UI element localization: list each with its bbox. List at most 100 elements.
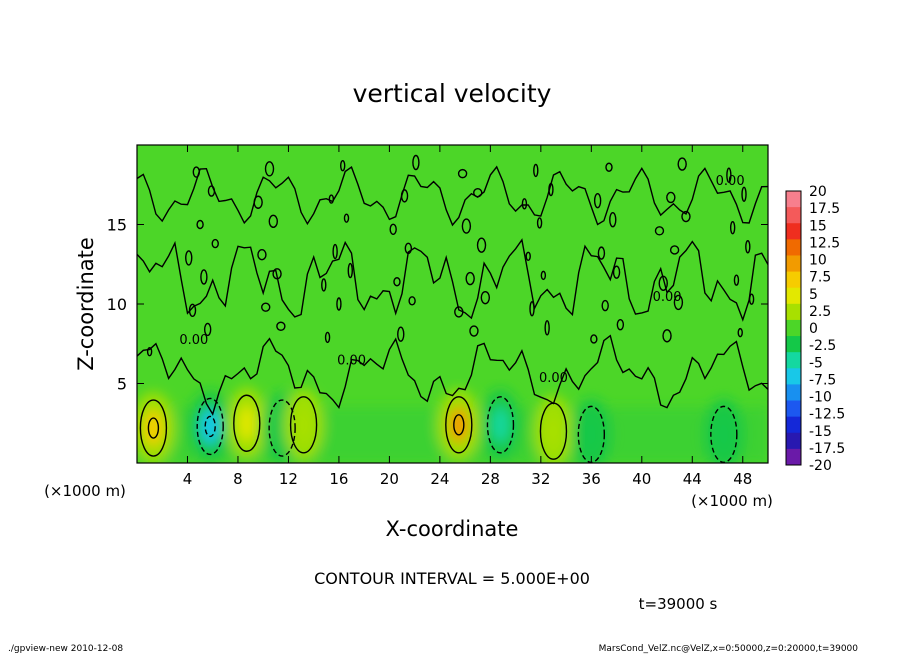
- colorbar-swatch: [786, 239, 801, 256]
- cell-contour-inner: [204, 415, 216, 438]
- small-contour: [737, 327, 743, 338]
- small-contour: [609, 212, 617, 228]
- colorbar-label: 20: [809, 184, 827, 200]
- x-unit-left: (×1000 m): [44, 482, 126, 500]
- small-contour: [211, 238, 219, 249]
- small-contour: [654, 226, 665, 236]
- plot-area: 0.000.000.000.000.00 4 8 12 16 20 24 28 32 36 40 4…: [107, 144, 769, 488]
- small-contour: [469, 325, 479, 337]
- footer-left: ./gpview-new 2010-12-08: [8, 644, 123, 654]
- cell-contour-inner: [453, 414, 465, 436]
- small-contour: [677, 157, 687, 171]
- small-contour: [146, 347, 153, 357]
- chart-title: vertical velocity: [353, 79, 552, 108]
- colorbar-label: 17.5: [809, 201, 840, 217]
- small-contour: [666, 191, 676, 204]
- cell-contour: [710, 405, 738, 463]
- small-contour: [400, 189, 409, 203]
- time-label: t=39000 s: [639, 595, 718, 613]
- small-contour: [454, 306, 464, 318]
- x-tick-label: 36: [582, 470, 601, 488]
- small-contour: [268, 214, 278, 229]
- velocity-cell: [715, 416, 733, 453]
- cell-contour: [196, 397, 224, 456]
- velocity-cell: [143, 410, 164, 447]
- colorbar-swatch: [786, 336, 801, 353]
- cell-contour-inner: [147, 417, 160, 439]
- colorbar-swatch: [786, 303, 801, 321]
- colorbar-swatch: [786, 384, 801, 402]
- small-contour: [533, 163, 539, 178]
- small-contour: [408, 296, 416, 306]
- colorbar-label: 2.5: [809, 304, 831, 320]
- cell-contour: [233, 394, 261, 452]
- colorbar-swatch: [786, 352, 801, 369]
- contour-interval: CONTOUR INTERVAL = 5.000E+00: [314, 569, 590, 588]
- x-tick-label: 40: [632, 470, 651, 488]
- colorbar-swatch: [786, 368, 801, 385]
- colorbar-label: 12.5: [809, 235, 840, 251]
- small-contour: [461, 218, 472, 234]
- small-contour: [192, 166, 201, 178]
- cell-contour: [139, 399, 168, 457]
- small-contour: [328, 194, 335, 204]
- contour-label: 0.00: [337, 353, 366, 368]
- small-contour: [203, 322, 212, 337]
- colorbar-label: -5: [809, 355, 823, 371]
- contour-label: 0.00: [653, 290, 682, 305]
- small-contour: [529, 301, 535, 317]
- colorbar-swatch: [786, 223, 801, 240]
- colorbar-swatch: [786, 255, 801, 273]
- small-contour: [525, 251, 531, 261]
- colorbar-label: -7.5: [809, 372, 836, 388]
- y-axis-label: Z-coordinate: [74, 237, 98, 371]
- colorbar-label: 5: [809, 287, 818, 303]
- small-contour: [397, 326, 405, 342]
- small-contour: [544, 320, 550, 336]
- colorbar-frame: [785, 190, 802, 466]
- colorbar-label: -2.5: [809, 338, 836, 354]
- cell-contour: [268, 399, 296, 457]
- small-contour: [276, 321, 286, 331]
- x-axis-label: X-coordinate: [386, 517, 519, 541]
- x-tick-label: 20: [380, 470, 399, 488]
- colorbar-label: -17.5: [809, 441, 845, 457]
- small-contour: [332, 243, 338, 260]
- velocity-cell: [492, 406, 509, 443]
- velocity-cell: [582, 416, 600, 453]
- small-contour: [389, 223, 397, 235]
- colorbar-swatch: [786, 271, 801, 289]
- small-contour: [404, 242, 413, 255]
- x-tick-label: 32: [531, 470, 550, 488]
- velocity-cell: [238, 405, 256, 442]
- small-contour: [480, 290, 491, 305]
- small-contour: [188, 303, 197, 318]
- small-contour: [726, 167, 732, 183]
- small-contour: [540, 270, 547, 281]
- contour-label: 0.00: [179, 333, 208, 348]
- small-contour: [336, 297, 342, 311]
- small-contour: [590, 334, 598, 344]
- small-contour: [272, 268, 282, 280]
- x-tick-label: 44: [683, 470, 702, 488]
- small-contour: [601, 299, 609, 312]
- colorbar-label: -10: [809, 390, 832, 406]
- colorbar-label: -20: [809, 458, 832, 474]
- small-contour: [681, 210, 691, 223]
- small-contour: [207, 185, 216, 197]
- colorbar-swatch: [786, 400, 801, 418]
- colorbar-label: -12.5: [809, 407, 845, 423]
- colorbar-swatch: [786, 287, 801, 305]
- footer-right: MarsCond_VelZ.nc@VelZ,x=0:50000,z=0:2000…: [599, 644, 859, 654]
- contour-label-group: 0.00 0.00 0.00 0.00 0.00: [179, 174, 744, 386]
- colorbar-swatch: [786, 319, 801, 337]
- small-contour: [548, 182, 554, 197]
- x-tick-label: 16: [329, 470, 348, 488]
- x-tick-label: 48: [733, 470, 752, 488]
- cell-contour: [289, 396, 318, 454]
- cell-contour: [539, 402, 568, 460]
- contour-label: 0.00: [716, 174, 745, 189]
- x-tick-label: 12: [279, 470, 298, 488]
- velocity-cell: [200, 408, 220, 445]
